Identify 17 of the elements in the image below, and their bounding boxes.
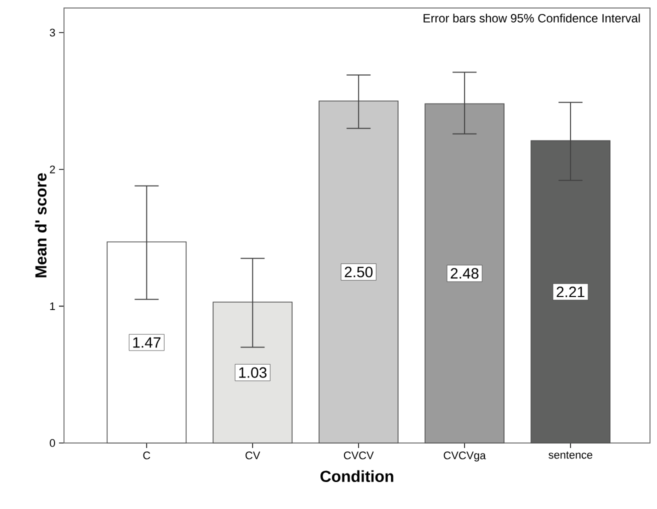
data-label: 2.21 (556, 286, 584, 298)
y-tick-label: 3 (50, 28, 55, 36)
x-tick-label: CV (246, 452, 260, 460)
y-tick-label: 2 (50, 166, 55, 174)
data-label: 2.50 (344, 266, 373, 278)
y-tick-label: 1 (50, 302, 55, 310)
x-tick-label: C (143, 452, 150, 460)
data-label: 1.47 (133, 337, 160, 348)
x-tick-label: sentence (548, 452, 592, 459)
y-tick-label: 0 (50, 439, 56, 447)
annotation: Error bars show 95% Confidence Interval (424, 14, 640, 22)
x-tick-label: CVCV (344, 452, 374, 460)
data-label: 1.03 (239, 367, 267, 378)
y-axis-title: Mean d' score (34, 173, 47, 278)
x-tick-label: CVCVga (444, 452, 486, 462)
data-label: 2.48 (450, 268, 478, 279)
x-axis-title: Condition (320, 470, 394, 482)
